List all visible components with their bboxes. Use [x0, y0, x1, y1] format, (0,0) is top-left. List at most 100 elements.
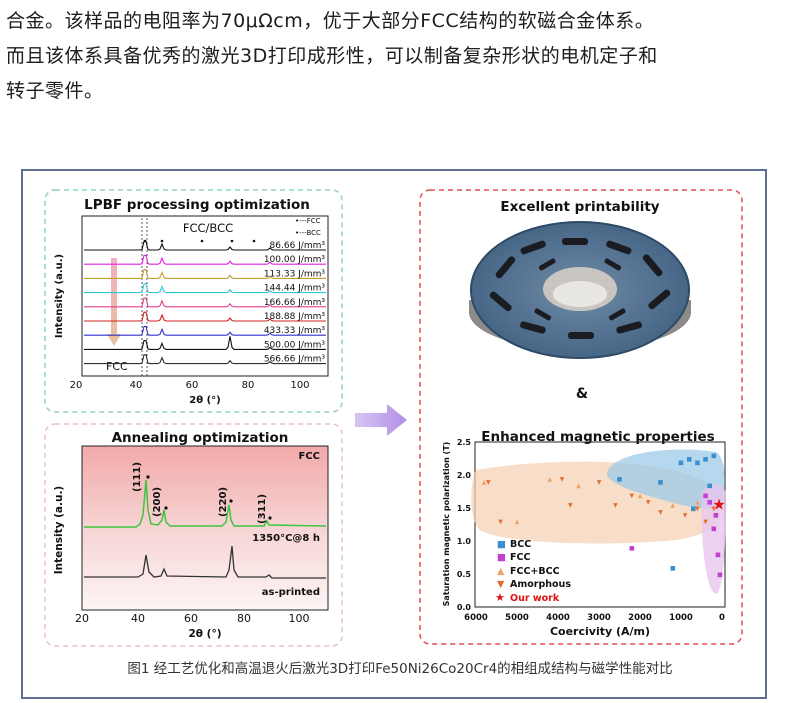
annealed-curve	[84, 479, 327, 528]
magnetic-ytick: 2.5	[457, 438, 472, 447]
svg-text:▲: ▲	[497, 566, 505, 577]
lpbf-fcc-label: FCC	[106, 360, 128, 373]
scatter-point: ■	[703, 456, 709, 463]
energy-density-label: 100.00 J/mm³	[264, 255, 326, 265]
scatter-point: ▼	[711, 506, 716, 513]
annealing-xlabel: 2θ (°)	[188, 628, 221, 640]
scatter-point: ■	[617, 476, 623, 483]
magnetic-ytick: 0.0	[457, 603, 472, 612]
annealing-ylabel: Intensity (a.u.)	[53, 486, 65, 575]
paragraph-line: 转子零件。	[6, 80, 104, 102]
scatter-point: ▼	[560, 476, 565, 483]
energy-density-label: 433.33 J/mm³	[264, 326, 326, 336]
lpbf-curve	[84, 297, 326, 308]
magnetic-ytick: 0.5	[457, 570, 472, 579]
ampersand: &	[576, 386, 588, 402]
lpbf-xtick: 60	[186, 380, 199, 391]
energy-density-label: 566.66 J/mm³	[264, 355, 326, 365]
magnetic-points: ■ ■ ■ ■ ■■■■■■■■■■■■■▲ ▲▲▲▲ ▲▲▼▼▼▼▼▼▼▼▼ ▼▼▼▼★	[482, 453, 726, 579]
lpbf-curve	[84, 240, 326, 251]
scatter-point: ▲	[638, 492, 643, 499]
energy-density-label: 188.88 J/mm³	[264, 312, 326, 322]
scatter-point: ▼	[597, 479, 602, 486]
svg-text:▼: ▼	[497, 579, 505, 590]
scatter-point: ▼	[486, 479, 491, 486]
scatter-point: ▲	[547, 476, 552, 483]
annealing-title: Annealing optimization	[112, 430, 289, 446]
legend-our-work: Our work	[510, 593, 560, 604]
scatter-point: ▲	[515, 519, 520, 526]
energy-density-label: 500.00 J/mm³	[264, 340, 326, 350]
magnetic-legend: ■ BCC ■ FCC ▲ FCC+BCC ▼ Amorphous ★ Our …	[495, 539, 571, 604]
lpbf-xtick: 100	[290, 380, 309, 391]
lpbf-xtick: 40	[130, 380, 143, 391]
scatter-point: ■	[690, 506, 696, 513]
lpbf-xtick: 80	[242, 380, 255, 391]
peak-111: (111)	[132, 462, 143, 492]
magnetic-ylabel: Saturation magnetic polarization (T)	[442, 442, 451, 607]
peak-220: (220)	[218, 487, 229, 517]
figure-caption: 图1 经工艺优化和高温退火后激光3D打印Fe50Ni26Co20Cr4的相组成结…	[127, 661, 673, 677]
scatter-point: ▲	[670, 502, 675, 509]
magnetic-plot: Saturation magnetic polarization (T) Coe…	[442, 438, 726, 638]
annealing-label: 1350°C@8 h	[252, 533, 320, 544]
scatter-point: ■	[713, 512, 719, 519]
svg-text:★: ★	[495, 591, 505, 604]
lpbf-curve	[84, 283, 326, 294]
annealing-plot: FCC 1350°C@8 h as-printed (111) (200) (2…	[53, 445, 329, 640]
scatter-point: ■	[711, 525, 717, 532]
energy-density-label: 86.66 J/mm³	[270, 241, 326, 251]
energy-density-label: 166.66 J/mm³	[264, 298, 326, 308]
scatter-point: ■	[695, 459, 701, 466]
lpbf-curve	[84, 269, 326, 279]
scatter-point: ▼	[695, 506, 700, 513]
lpbf-panel-border	[44, 189, 343, 413]
svg-text:■: ■	[497, 552, 506, 563]
peak-311: (311)	[257, 494, 268, 524]
lpbf-curve	[84, 311, 326, 322]
lpbf-legend-fcc: •---FCC	[295, 217, 321, 225]
scatter-point: ▼	[703, 519, 708, 526]
lpbf-curve	[84, 325, 326, 336]
lpbf-phase-label: FCC/BCC	[183, 221, 233, 235]
scatter-point: ■	[707, 499, 713, 506]
scatter-point: ■	[707, 482, 713, 489]
magnetic-xtick: 1000	[669, 613, 693, 623]
magnetic-xlabel: Coercivity (A/m)	[550, 625, 650, 638]
energy-density-label: 113.33 J/mm³	[264, 269, 326, 279]
lpbf-plot: FCC/BCC •---FCC •---BCC FCC Intensity (a…	[54, 215, 329, 406]
magnetic-ytick: 1.5	[457, 504, 472, 513]
lpbf-curve	[84, 354, 326, 365]
magnetic-xtick: 3000	[587, 613, 611, 623]
scatter-point: ■	[658, 479, 664, 486]
scatter-point: ★	[712, 496, 725, 514]
lpbf-legend-bcc: •---BCC	[295, 229, 321, 237]
scatter-point: ▼	[568, 502, 573, 509]
scatter-point: ▼	[658, 509, 663, 516]
asprinted-label: as-printed	[262, 587, 320, 598]
lpbf-ylabel: Intensity (a.u.)	[54, 254, 65, 338]
annealing-xtick: 80	[237, 612, 251, 625]
transition-arrow	[355, 404, 407, 436]
legend-bcc: BCC	[510, 539, 531, 550]
lpbf-title: LPBF processing optimization	[84, 197, 310, 213]
magnetic-xtick: 6000	[464, 613, 488, 623]
svg-text:■: ■	[497, 539, 506, 550]
annealing-xtick: 20	[75, 612, 89, 625]
scatter-point: ■	[717, 572, 723, 579]
magnetic-ytick: 1.0	[457, 537, 472, 546]
scatter-point: ■	[715, 552, 721, 559]
scatter-point: ▼	[613, 502, 618, 509]
scatter-point: ■	[629, 545, 635, 552]
asprinted-curve	[84, 545, 326, 579]
annealing-xtick: 60	[184, 612, 198, 625]
scatter-point: ▲	[695, 499, 700, 506]
annealing-xtick: 40	[131, 612, 145, 625]
scatter-point: ▲	[576, 482, 581, 489]
legend-fcc: FCC	[510, 552, 530, 563]
body-paragraph: 合金。该样品的电阻率为70μΩcm，优于大部分FCC结构的软磁合金体系。 而且该…	[6, 4, 796, 109]
annealing-phase-label: FCC	[298, 451, 320, 462]
scatter-point: ■	[670, 565, 676, 572]
scatter-point: ▼	[683, 512, 688, 519]
